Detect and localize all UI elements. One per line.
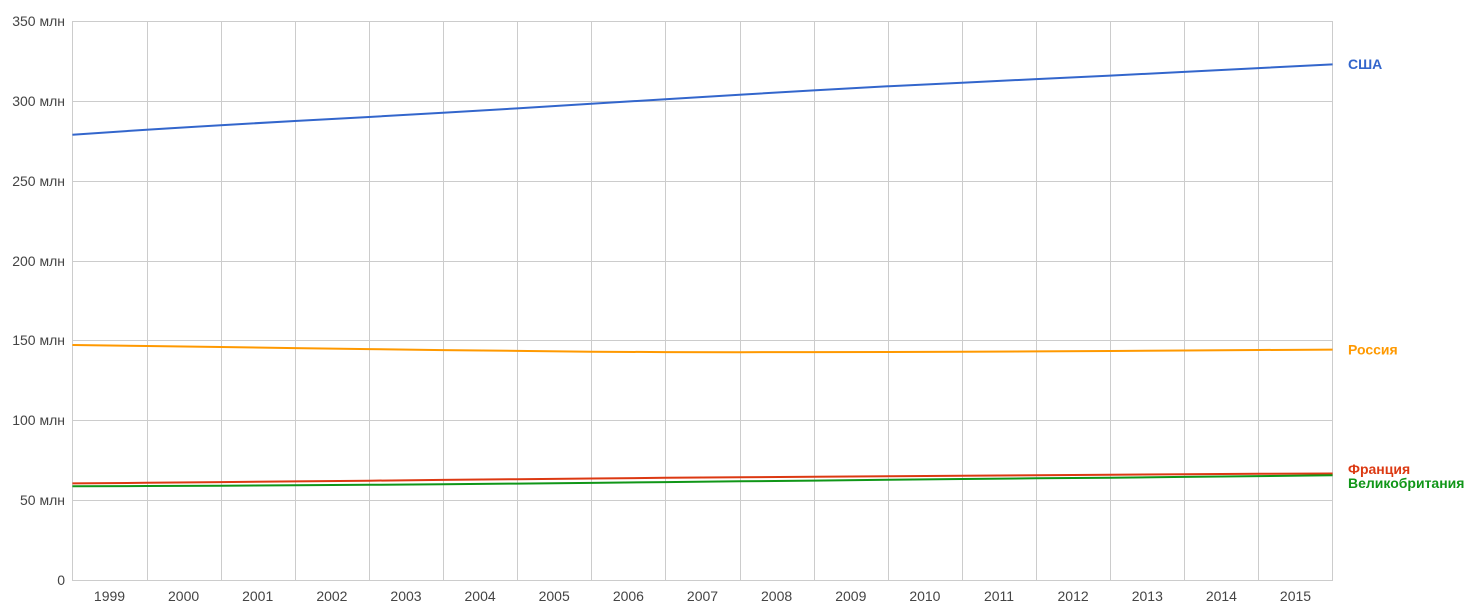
svg-text:2013: 2013 (1132, 588, 1163, 604)
svg-text:150 млн: 150 млн (12, 332, 65, 348)
svg-text:2012: 2012 (1058, 588, 1089, 604)
svg-text:2003: 2003 (390, 588, 421, 604)
svg-text:Великобритания: Великобритания (1348, 475, 1464, 491)
svg-text:2002: 2002 (316, 588, 347, 604)
svg-text:50 млн: 50 млн (20, 492, 65, 508)
svg-text:2014: 2014 (1206, 588, 1237, 604)
svg-text:2011: 2011 (984, 588, 1014, 604)
svg-text:2005: 2005 (539, 588, 570, 604)
svg-text:350 млн: 350 млн (12, 13, 65, 29)
svg-text:100 млн: 100 млн (12, 412, 65, 428)
svg-text:2015: 2015 (1280, 588, 1311, 604)
svg-text:Россия: Россия (1348, 342, 1398, 358)
svg-text:0: 0 (57, 572, 65, 588)
svg-text:2006: 2006 (613, 588, 644, 604)
svg-text:2004: 2004 (465, 588, 496, 604)
svg-text:1999: 1999 (94, 588, 125, 604)
svg-text:США: США (1348, 56, 1382, 72)
svg-text:2010: 2010 (909, 588, 940, 604)
svg-text:2001: 2001 (242, 588, 273, 604)
svg-text:2000: 2000 (168, 588, 199, 604)
svg-text:200 млн: 200 млн (12, 253, 65, 269)
svg-text:2008: 2008 (761, 588, 792, 604)
svg-text:250 млн: 250 млн (12, 173, 65, 189)
svg-text:Франция: Франция (1348, 461, 1410, 477)
svg-text:300 млн: 300 млн (12, 93, 65, 109)
svg-text:2007: 2007 (687, 588, 718, 604)
svg-text:2009: 2009 (835, 588, 866, 604)
